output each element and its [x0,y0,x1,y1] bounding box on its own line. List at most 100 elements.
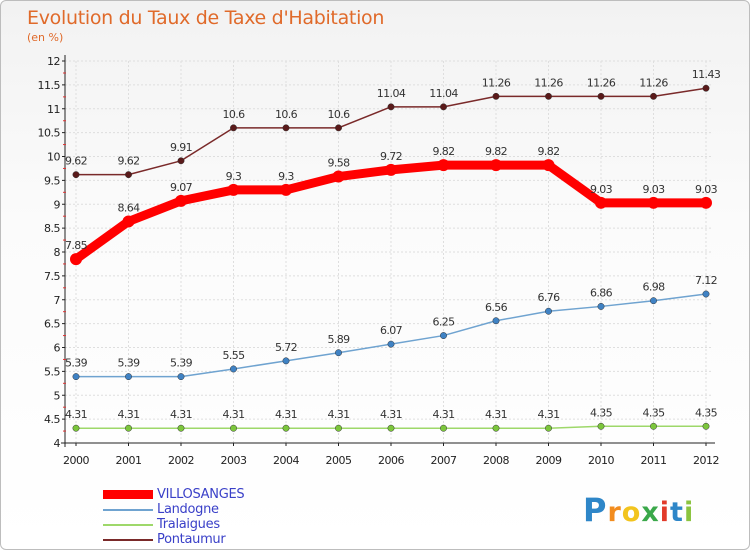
legend-label-pontaumur: Pontaumur [157,532,226,547]
chart-legend: VILLOSANGES Landogne Tralaigues Pontaumu… [103,487,245,547]
y-tick-label: 5 [54,389,61,402]
data-point [230,365,237,373]
data-point [175,194,187,207]
data-label: 5.39 [170,357,193,370]
legend-item-landogne: Landogne [103,502,244,517]
logo-letter: i [659,497,671,528]
data-point [122,215,135,228]
data-point [440,424,447,432]
x-tick-label: 2005 [326,454,352,467]
legend-label-tralaigues: Tralaigues [157,517,220,532]
data-point [332,170,345,183]
y-tick-label: 7 [54,294,61,307]
y-tick-label: 10.5 [38,127,61,140]
data-label: 9.62 [117,155,139,168]
logo-letter: t [670,497,684,528]
data-label: 4.31 [275,408,297,421]
y-tick-label: 6.5 [44,318,60,331]
data-label: 9.3 [226,170,242,183]
data-label: 7.12 [695,274,717,287]
y-tick-label: 8.5 [44,222,60,235]
data-label: 9.72 [380,150,402,163]
data-label: 4.35 [590,406,613,419]
data-point [650,422,657,430]
data-point [545,424,552,432]
data-label: 4.31 [327,408,349,421]
y-tick-label: 9 [54,198,61,211]
data-point [125,424,132,432]
data-point [282,357,290,365]
logo-letter: x [641,497,660,528]
legend-swatch-landogne [103,508,153,511]
y-tick-label: 4 [54,437,61,450]
data-point [177,373,185,381]
data-label: 11.26 [587,76,616,89]
data-point [650,92,657,100]
data-label: 10.6 [327,108,350,121]
data-label: 5.39 [65,357,88,370]
data-point [335,349,342,357]
x-tick-label: 2008 [483,454,509,467]
y-tick-label: 12 [47,55,60,68]
data-point [280,183,292,196]
data-point [177,424,185,432]
data-point [72,171,80,179]
proxiti-logo: Proxiti [583,491,694,529]
chart-title: Evolution du Taux de Taxe d'Habitation [27,7,385,29]
data-point [440,332,447,340]
data-point [702,290,710,298]
y-tick-label: 4.5 [44,413,60,426]
data-label: 9.3 [278,170,294,183]
data-label: 4.31 [117,408,139,421]
data-point [545,92,552,100]
data-label: 4.31 [537,408,559,421]
data-point [177,157,185,165]
data-label: 11.26 [639,76,668,89]
x-tick-label: 2010 [588,454,614,467]
data-label: 9.07 [170,181,193,194]
data-point [492,317,500,325]
data-point [387,340,395,348]
data-label: 4.31 [65,408,87,421]
data-label: 9.58 [327,157,350,170]
legend-item-tralaigues: Tralaigues [103,517,244,532]
data-point [702,422,710,430]
data-point [387,103,395,111]
data-point [492,92,500,100]
data-point [545,307,552,315]
legend-item-pontaumur: Pontaumur [103,532,244,547]
legend-label-villosanges: VILLOSANGES [157,487,245,502]
legend-swatch-tralaigues [103,523,153,526]
x-tick-label: 2006 [378,454,404,467]
logo-letter: i [683,497,695,528]
data-label: 11.43 [692,68,721,81]
data-label: 4.31 [222,408,244,421]
data-point [437,159,450,172]
data-point [125,373,132,381]
data-label: 9.91 [170,141,192,154]
data-point [282,424,290,432]
data-label: 6.76 [537,291,560,304]
data-point [72,424,80,432]
x-tick-label: 2011 [641,454,667,467]
data-point [385,163,397,176]
data-point [125,171,132,179]
data-point [492,424,500,432]
logo-letter: r [607,497,622,528]
x-tick-label: 2003 [221,454,247,467]
data-label: 6.07 [380,324,403,337]
data-point [282,124,290,132]
data-label: 11.26 [534,76,563,89]
data-point [597,92,605,100]
data-label: 9.62 [65,155,87,168]
data-label: 5.72 [275,341,297,354]
data-point [387,424,395,432]
data-point [647,196,660,209]
data-point [542,159,555,172]
data-label: 6.86 [590,286,613,299]
legend-swatch-pontaumur [103,538,153,541]
data-point [597,422,605,430]
data-label: 11.04 [429,87,458,100]
